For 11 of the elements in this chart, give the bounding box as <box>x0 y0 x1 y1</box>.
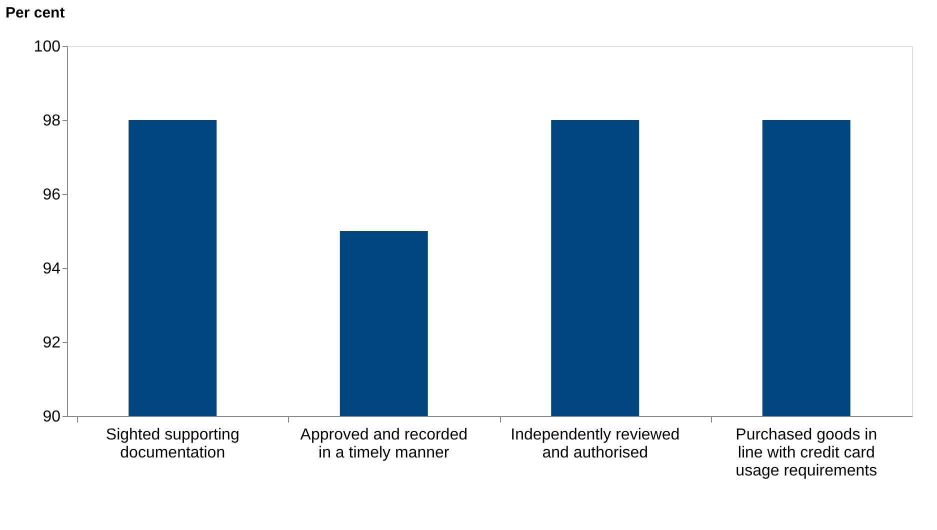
y-tick-label: 96 <box>42 186 61 204</box>
x-tick-label: Independently reviewed and authorised <box>510 426 680 462</box>
y-tick-label: 100 <box>34 38 61 56</box>
y-tick-label: 92 <box>42 334 61 352</box>
x-tick-label: Purchased goods in line with credit card usage requirements <box>736 426 878 480</box>
x-tick-label: Approved and recorded in a timely manner <box>300 426 468 462</box>
y-tick-label: 98 <box>42 112 61 130</box>
y-tick-label: 90 <box>42 408 61 426</box>
y-tick-label: 94 <box>42 260 61 278</box>
y-axis-title: Per cent <box>6 4 65 22</box>
x-tick-label: Sighted supporting documentation <box>106 426 240 462</box>
